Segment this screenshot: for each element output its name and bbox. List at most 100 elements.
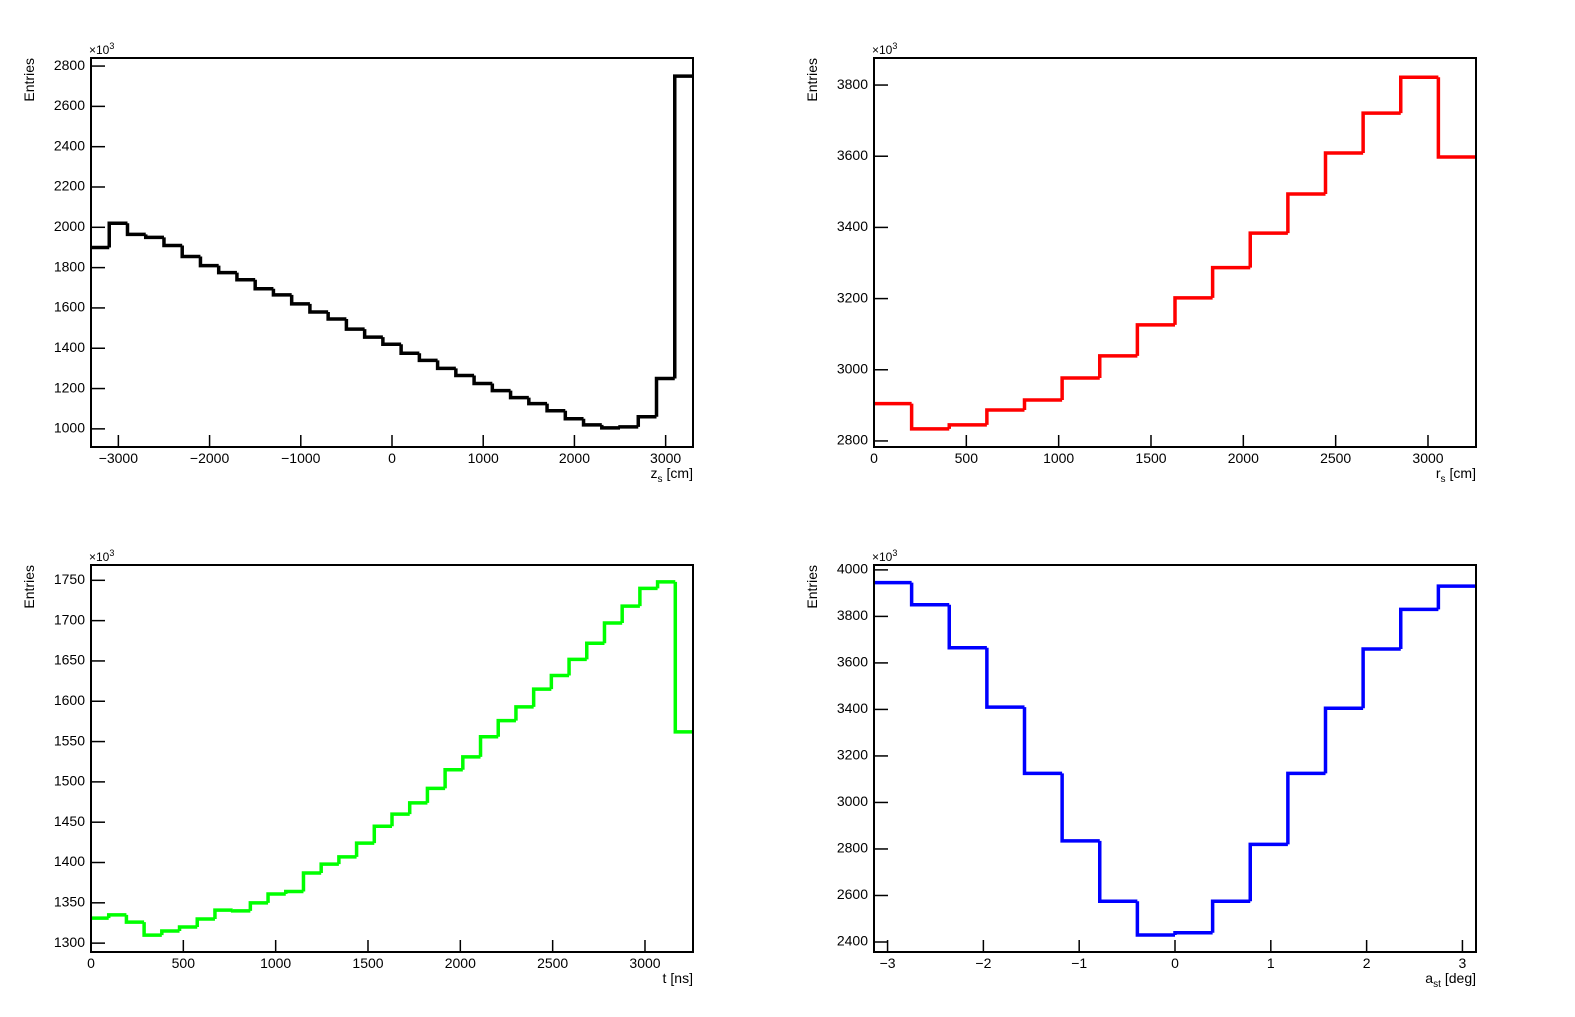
histogram-bin	[362, 329, 383, 339]
histogram-bin	[326, 311, 347, 321]
y-multiplier: ×103	[872, 41, 897, 57]
histogram-bin	[248, 901, 269, 911]
x-tick-label: −3	[880, 955, 896, 971]
y-multiplier: ×103	[89, 41, 114, 57]
histogram-bin	[1399, 75, 1439, 114]
y-tick-label: 2800	[837, 432, 868, 448]
histogram-bin	[461, 755, 481, 770]
histogram-bin	[308, 303, 329, 314]
histogram-bin	[454, 368, 475, 378]
x-tick-label: −2	[975, 955, 991, 971]
y-tick-label: 1400	[54, 339, 85, 355]
x-label-sub: st	[1433, 979, 1441, 990]
y-tick-label: 3200	[837, 289, 868, 305]
histogram-bin	[1286, 771, 1326, 845]
histogram-bin	[655, 580, 676, 589]
histogram-bin	[435, 360, 456, 371]
x-tick-label: 3	[1459, 955, 1467, 971]
histogram-bin	[284, 889, 304, 894]
histogram-bin	[563, 410, 584, 421]
y-tick-label: 1000	[54, 420, 85, 436]
x-tick-label: 0	[870, 450, 878, 466]
histogram-bin	[673, 74, 693, 379]
x-tick-label: 2000	[1228, 450, 1259, 466]
histogram-bin	[490, 383, 511, 393]
x-tick-label: 0	[1171, 955, 1179, 971]
histogram-bin	[1286, 192, 1326, 234]
histogram-bin	[581, 418, 602, 427]
x-axis-label: rs [cm]	[1436, 465, 1476, 485]
histogram-bin	[271, 288, 292, 297]
y-multiplier-base: ×10	[872, 550, 893, 564]
y-tick-label: 3800	[837, 607, 868, 623]
y-tick-label: 1550	[54, 732, 85, 748]
y-tick-label: 1700	[54, 611, 85, 627]
histogram-bin	[985, 647, 1025, 709]
y-tick-label: 3400	[837, 218, 868, 234]
histogram-bin	[230, 909, 251, 913]
x-label-sub: s	[658, 474, 663, 485]
histogram-bin	[180, 245, 201, 259]
y-tick-label: 3200	[837, 747, 868, 763]
histogram-bin	[1135, 901, 1175, 937]
y-tick-label: 1800	[54, 258, 85, 274]
histogram-bin	[266, 892, 286, 903]
histogram-bin	[673, 581, 693, 734]
y-multiplier-base: ×10	[89, 43, 110, 57]
y-multiplier-exp: 3	[109, 548, 114, 558]
histogram-bin	[654, 376, 675, 417]
histogram-bin	[531, 687, 552, 707]
x-tick-label: 1000	[468, 450, 499, 466]
histogram-bin	[1248, 231, 1288, 268]
y-multiplier: ×103	[872, 548, 897, 564]
histogram-bin	[354, 841, 375, 857]
histogram-bin	[1060, 376, 1100, 401]
y-tick-label: 1500	[54, 773, 85, 789]
histogram-bin	[1210, 265, 1251, 298]
x-tick-label: 2	[1363, 955, 1371, 971]
y-tick-label: 3400	[837, 700, 868, 716]
histogram-bin	[216, 265, 237, 275]
histogram-bin	[585, 641, 605, 660]
x-tick-label: 3000	[629, 955, 660, 971]
y-tick-label: 2200	[54, 178, 85, 194]
x-label-unit: [ns]	[670, 970, 693, 986]
y-tick-label: 1750	[54, 571, 85, 587]
histogram-bin	[514, 705, 534, 721]
y-tick-label: 2600	[837, 886, 868, 902]
histogram-bin	[620, 604, 640, 624]
y-tick-label: 1450	[54, 813, 85, 829]
y-tick-label: 1600	[54, 299, 85, 315]
x-axis-label: ast [deg]	[1425, 970, 1476, 990]
x-tick-label: 3000	[1412, 450, 1443, 466]
histogram-bin	[909, 582, 950, 607]
x-label-unit: [cm]	[667, 465, 693, 481]
y-multiplier-base: ×10	[872, 43, 893, 57]
x-label-main: t	[663, 970, 667, 986]
histogram-bin	[567, 657, 587, 676]
histogram-bin	[602, 621, 623, 644]
y-axis-label: Entries	[21, 58, 37, 102]
histogram-bin	[1022, 707, 1063, 776]
histogram-bin	[1210, 899, 1251, 933]
histogram-bin	[1323, 151, 1364, 194]
histogram-bin	[1173, 930, 1213, 936]
x-label-main: z	[651, 465, 658, 481]
histogram-bin	[985, 408, 1025, 425]
y-tick-label: 3000	[837, 360, 868, 376]
histogram-bin	[638, 586, 658, 607]
x-label-unit: [deg]	[1445, 970, 1476, 986]
histogram-bin	[289, 294, 310, 306]
histogram-bin	[195, 917, 215, 928]
y-multiplier-exp: 3	[892, 548, 897, 558]
histogram-bin	[213, 908, 233, 919]
histogram-bin	[407, 801, 428, 815]
x-tick-label: −1	[1071, 955, 1087, 971]
x-label-unit: [cm]	[1450, 465, 1476, 481]
histogram-bin	[947, 423, 987, 429]
histogram-bin	[344, 319, 365, 331]
y-tick-label: 2400	[837, 933, 868, 949]
x-tick-label: −3000	[99, 450, 139, 466]
y-axis-label: Entries	[804, 565, 820, 609]
histogram-bin	[1098, 354, 1138, 378]
